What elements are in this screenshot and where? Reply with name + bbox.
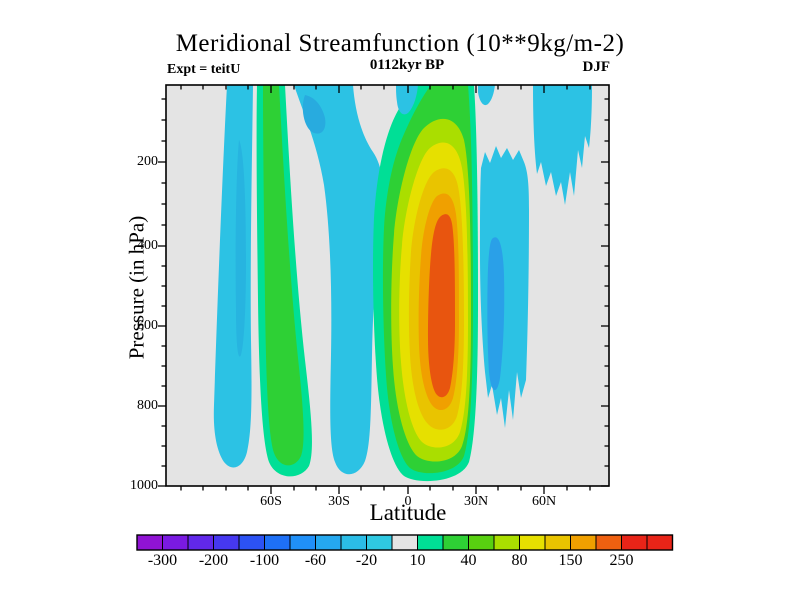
colorbar-segment [621, 534, 648, 551]
colorbar-label: -200 [198, 552, 229, 569]
colorbar-segment [162, 534, 189, 551]
colorbar-label: 40 [460, 552, 477, 569]
contour-region-mass-D-cyan [480, 146, 529, 428]
colorbar-segment [340, 534, 367, 551]
colorbar-frame [136, 534, 674, 551]
colorbar-segment [366, 534, 393, 551]
x-tick-label: 30S [328, 494, 350, 509]
colorbar-segment [442, 534, 469, 551]
y-tick-label: 1000 [130, 478, 158, 493]
colorbar-segment [595, 534, 622, 551]
colorbar-segment [264, 534, 291, 551]
colorbar-segment [417, 534, 444, 551]
colorbar-segment [289, 534, 316, 551]
epoch-label: 0112kyr BP [369, 57, 445, 73]
contour-region-band-B-green [263, 85, 304, 466]
colorbar-segment [519, 534, 546, 551]
page-title: Meridional Streamfunction (10**9kg/m-2) [175, 30, 625, 57]
colorbar-segment [315, 534, 342, 551]
colorbar-label: -20 [355, 552, 378, 569]
colorbar-segment [570, 534, 597, 551]
contour-region-patch-D0-cyan-top [478, 85, 495, 106]
colorbar-label: 150 [558, 552, 583, 569]
colorbar-label: -100 [249, 552, 280, 569]
colorbar-segment [493, 534, 520, 551]
contour-region-band-C-streak [302, 95, 326, 134]
y-tick-label: 400 [137, 238, 158, 253]
x-tick-label: 30N [463, 494, 489, 509]
colorbar-segment [213, 534, 240, 551]
contour-region-hadley-L7-core [428, 214, 455, 398]
colorbar-label: 80 [511, 552, 528, 569]
colorbar-label: -300 [147, 552, 178, 569]
colorbar-segment [544, 534, 571, 551]
colorbar-segment [391, 534, 418, 551]
contour-region-mass-D-streak [487, 237, 505, 391]
experiment-label: Expt = teitU [167, 62, 241, 77]
x-axis-title: Latitude [369, 500, 447, 525]
colorbar-label: -60 [304, 552, 327, 569]
colorbar-label: 10 [409, 552, 426, 569]
season-label: DJF [582, 59, 611, 75]
colorbar-segment [238, 534, 265, 551]
x-tick-label: 60S [260, 494, 282, 509]
contour-region-mass-E-cyan [533, 85, 592, 205]
colorbar-segment [646, 534, 673, 551]
x-tick-label: 0 [404, 494, 412, 509]
y-tick-label: 800 [137, 398, 158, 413]
contour-region-finger-cyan-top [396, 85, 418, 115]
contour-region-band-C-cyan [294, 85, 383, 475]
colorbar-segment [187, 534, 214, 551]
colorbar-segment [136, 534, 163, 551]
y-tick-label: 600 [137, 318, 158, 333]
colorbar-segment [468, 534, 495, 551]
colorbar-label: 250 [609, 552, 634, 569]
y-tick-label: 200 [137, 154, 158, 169]
x-tick-label: 60N [531, 494, 557, 509]
contour-region-band-A-streak [235, 140, 246, 357]
